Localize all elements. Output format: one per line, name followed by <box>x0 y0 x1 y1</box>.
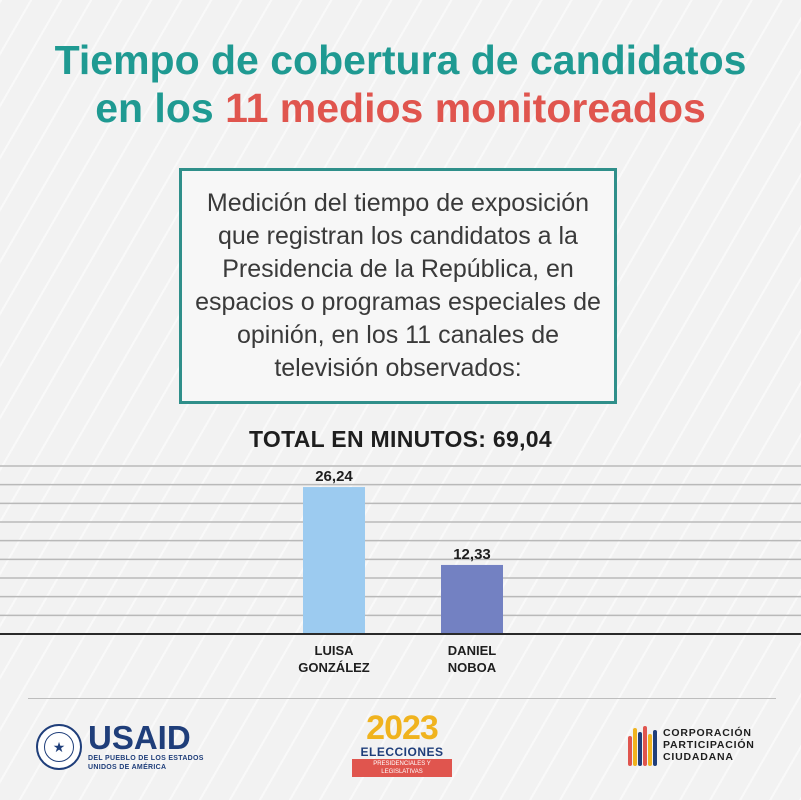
cpc-line-3: CIUDADANA <box>663 751 734 763</box>
cpc-line-1: CORPORACIÓN <box>663 727 752 739</box>
cpc-logo: CORPORACIÓN PARTICIPACIÓN CIUDADANA <box>628 724 755 766</box>
category-label: LUISA <box>315 643 355 658</box>
coverage-bar-chart: 26,24 LUISA GONZÁLEZ 12,33 DANIEL NOBOA <box>0 455 801 695</box>
data-label: 12,33 <box>453 546 491 563</box>
description-text: Medición del tiempo de exposición que re… <box>195 189 601 382</box>
elecciones-logo: 2023 ELECCIONES PRESIDENCIALES Y LEGISLA… <box>352 710 452 778</box>
usaid-name: USAID <box>88 719 191 756</box>
elecciones-band: PRESIDENCIALES Y LEGISLATIVAS <box>352 759 452 777</box>
usaid-sub-1: DEL PUEBLO DE LOS ESTADOS <box>88 755 204 762</box>
chart-svg: 26,24 LUISA GONZÁLEZ 12,33 DANIEL NOBOA <box>0 465 801 675</box>
category-label: DANIEL <box>448 643 496 658</box>
cpc-line-2: PARTICIPACIÓN <box>663 739 755 751</box>
title-line-2: en los 11 medios monitoreados <box>0 84 801 132</box>
elecciones-word: ELECCIONES <box>360 745 444 759</box>
usaid-seal-icon: ★ <box>36 724 82 770</box>
category-label: GONZÁLEZ <box>298 660 370 675</box>
data-label: 26,24 <box>315 468 353 485</box>
title-line-1: Tiempo de cobertura de candidatos <box>54 37 747 83</box>
footer: ★ USAID DEL PUEBLO DE LOS ESTADOS UNIDOS… <box>0 710 801 800</box>
elecciones-year: 2023 <box>366 709 439 747</box>
footer-divider <box>28 698 776 699</box>
description-box: Medición del tiempo de exposición que re… <box>179 168 617 404</box>
bar-1 <box>441 564 503 634</box>
title-line-2-prefix: en los <box>95 85 226 131</box>
title-line-2-accent: 11 medios monitoreados <box>225 85 706 131</box>
total-minutes-label: TOTAL EN MINUTOS: 69,04 <box>249 426 552 452</box>
page-title: Tiempo de cobertura de candidatos en los… <box>0 36 801 132</box>
usaid-sub-2: UNIDOS DE AMÉRICA <box>88 764 167 771</box>
bar-0 <box>303 487 365 634</box>
cpc-figures-icon <box>628 724 657 766</box>
usaid-logo: ★ USAID DEL PUEBLO DE LOS ESTADOS UNIDOS… <box>36 719 204 772</box>
category-label: NOBOA <box>448 660 497 675</box>
